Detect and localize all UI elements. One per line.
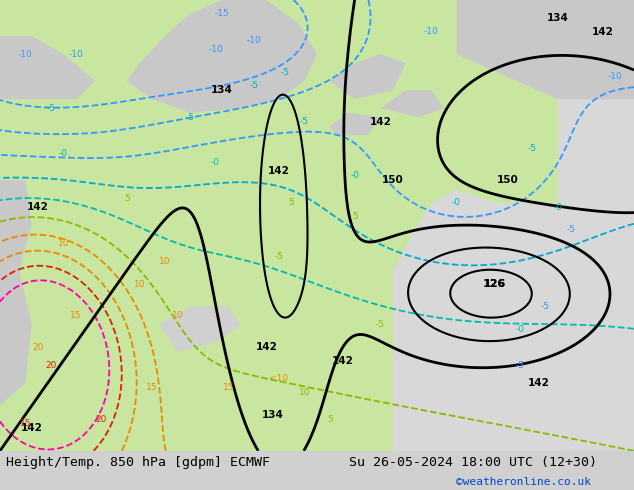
- Text: 142: 142: [332, 356, 353, 366]
- Text: 10: 10: [172, 311, 183, 320]
- Text: 134: 134: [547, 13, 569, 23]
- Text: -0: -0: [211, 158, 220, 167]
- Text: 142: 142: [21, 423, 42, 433]
- Text: -0: -0: [59, 149, 68, 158]
- Text: 142: 142: [592, 26, 613, 37]
- Text: -10: -10: [607, 72, 623, 81]
- Text: 142: 142: [256, 342, 277, 352]
- Text: -10: -10: [424, 27, 439, 36]
- Text: 15: 15: [70, 311, 82, 320]
- Text: -5: -5: [566, 225, 575, 234]
- Text: 150: 150: [496, 175, 518, 185]
- Text: 126: 126: [483, 279, 506, 289]
- Text: -5: -5: [281, 68, 290, 76]
- Text: -5: -5: [300, 117, 309, 126]
- Text: -0: -0: [515, 324, 524, 334]
- Text: -5: -5: [46, 104, 55, 113]
- Text: 142: 142: [370, 117, 391, 127]
- Text: -5: -5: [249, 81, 258, 90]
- Text: 5: 5: [352, 212, 358, 221]
- Text: 15: 15: [20, 419, 31, 428]
- Text: -0: -0: [351, 172, 359, 180]
- Polygon shape: [558, 0, 634, 451]
- Text: 20: 20: [96, 415, 107, 424]
- Text: 5: 5: [124, 194, 130, 203]
- Text: 15: 15: [146, 383, 158, 392]
- Text: -5: -5: [186, 113, 195, 122]
- Text: 10: 10: [58, 239, 69, 248]
- Polygon shape: [330, 54, 406, 99]
- Text: -10: -10: [18, 49, 33, 59]
- Text: 5: 5: [288, 198, 295, 207]
- Polygon shape: [158, 307, 241, 352]
- Text: <10: <10: [269, 374, 288, 383]
- Polygon shape: [0, 0, 634, 451]
- Text: Height/Temp. 850 hPa [gdpm] ECMWF: Height/Temp. 850 hPa [gdpm] ECMWF: [6, 456, 270, 468]
- Text: 126: 126: [484, 279, 505, 289]
- Text: -10: -10: [208, 45, 223, 54]
- Polygon shape: [0, 180, 32, 406]
- Text: -10: -10: [246, 36, 261, 45]
- Text: 142: 142: [528, 378, 550, 388]
- Text: -10: -10: [68, 49, 84, 59]
- Text: 15: 15: [223, 383, 234, 392]
- Text: -0: -0: [452, 198, 461, 207]
- Text: -5: -5: [528, 144, 537, 153]
- Text: ©weatheronline.co.uk: ©weatheronline.co.uk: [456, 477, 592, 487]
- Polygon shape: [393, 99, 634, 451]
- Polygon shape: [127, 0, 317, 113]
- Text: -5: -5: [275, 252, 283, 262]
- Text: 20: 20: [45, 361, 56, 369]
- Polygon shape: [380, 90, 444, 117]
- Text: 10: 10: [134, 279, 145, 289]
- Text: Su 26-05-2024 18:00 UTC (12+30): Su 26-05-2024 18:00 UTC (12+30): [349, 456, 597, 468]
- Text: -15: -15: [214, 9, 230, 18]
- Text: 150: 150: [382, 175, 404, 185]
- Text: -5: -5: [376, 320, 385, 329]
- Text: 134: 134: [262, 410, 283, 420]
- Text: 5: 5: [327, 415, 333, 424]
- Text: -5: -5: [515, 361, 524, 369]
- Text: 10: 10: [299, 388, 310, 397]
- Text: 20: 20: [32, 343, 44, 352]
- Text: 134: 134: [211, 85, 233, 95]
- Text: -5: -5: [541, 302, 550, 311]
- Polygon shape: [456, 0, 634, 99]
- Text: 10: 10: [159, 257, 171, 266]
- Text: -0: -0: [553, 203, 562, 212]
- Polygon shape: [330, 113, 380, 135]
- Text: 142: 142: [27, 202, 49, 212]
- Text: 142: 142: [268, 166, 290, 176]
- Polygon shape: [0, 36, 95, 99]
